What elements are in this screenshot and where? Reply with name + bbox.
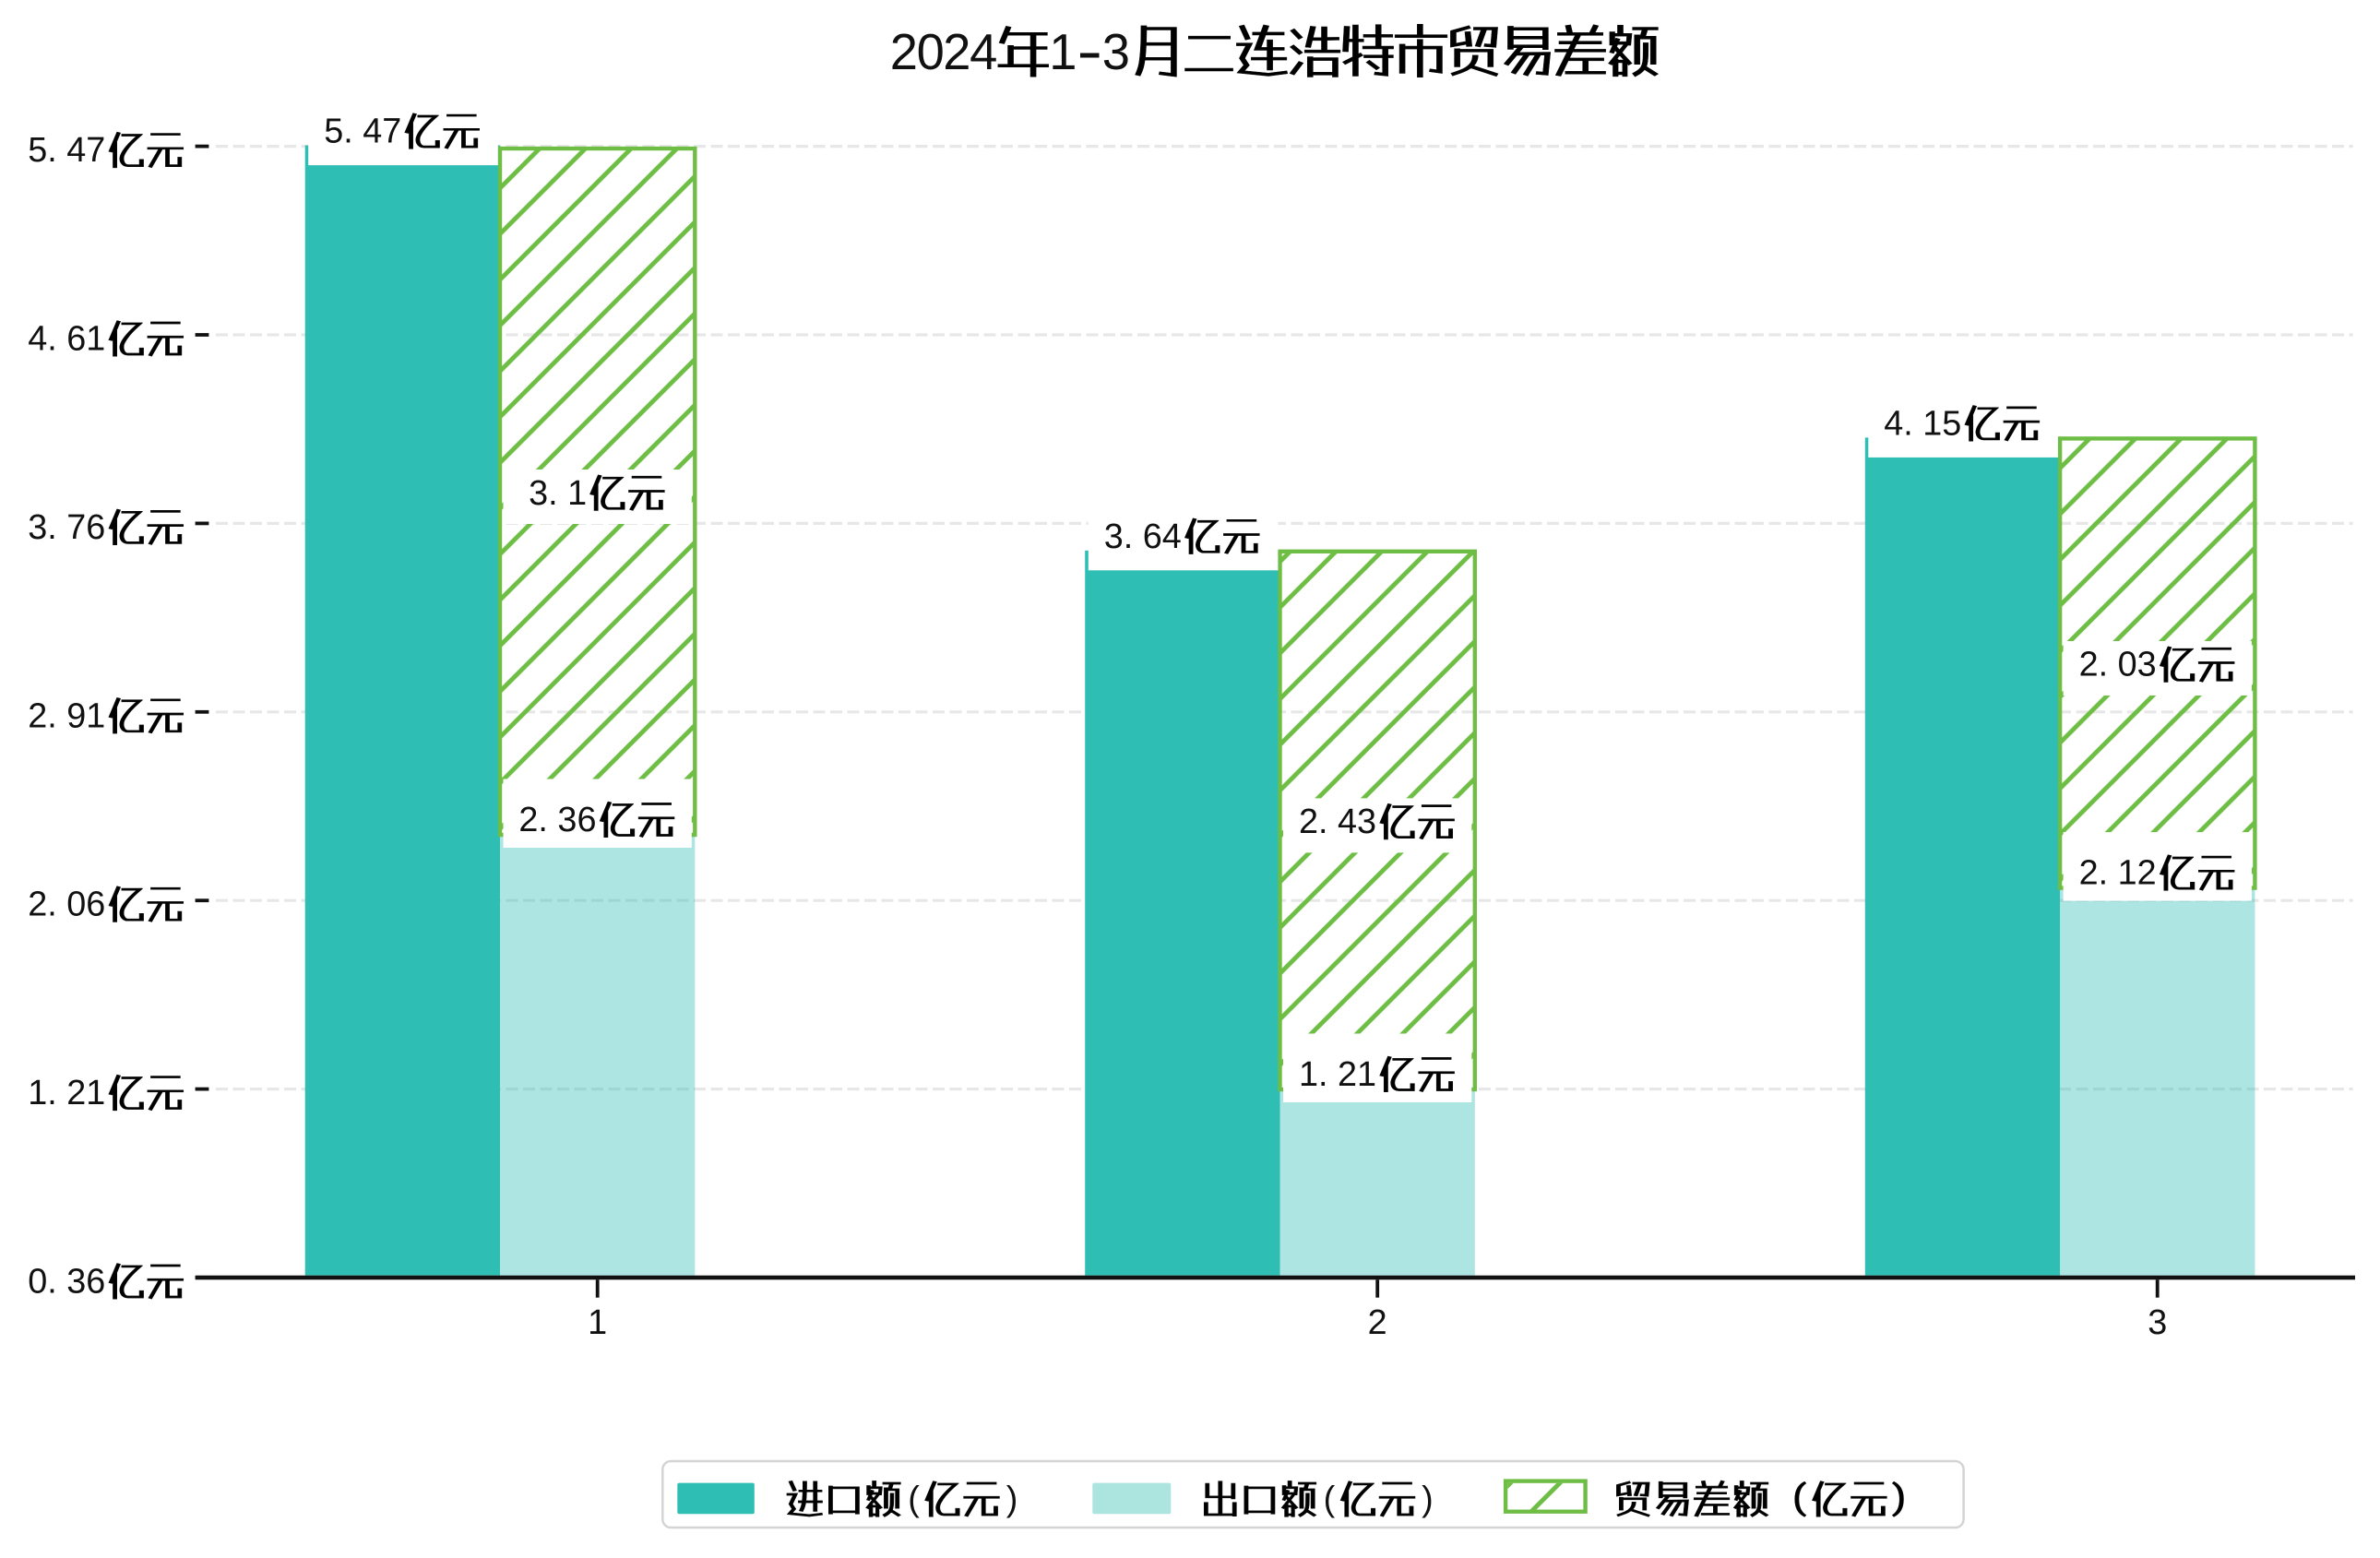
svg-text:5.47: 5. 47: [28, 131, 105, 170]
svg-text:2.06: 2. 06: [28, 886, 105, 924]
svg-text:2.03: 2. 03: [2079, 646, 2157, 684]
svg-text:1.21: 1. 21: [1299, 1055, 1376, 1094]
svg-text:5.47: 5. 47: [324, 113, 401, 151]
svg-text:2: 2: [890, 24, 918, 80]
svg-text:3.1: 3. 1: [529, 474, 587, 513]
svg-text:): ): [1006, 1481, 1018, 1519]
svg-text:0.36: 0. 36: [28, 1263, 105, 1302]
svg-text:(: (: [1324, 1481, 1336, 1519]
svg-text:2: 2: [943, 24, 970, 80]
svg-text:): ): [1422, 1481, 1434, 1519]
svg-text:0: 0: [917, 24, 945, 80]
svg-text:2: 2: [1368, 1303, 1387, 1342]
svg-text:1.21: 1. 21: [28, 1074, 105, 1112]
svg-text:3.64: 3. 64: [1104, 517, 1182, 556]
svg-text:4.61: 4. 61: [28, 320, 105, 359]
svg-text:3.76: 3. 76: [28, 508, 105, 547]
svg-text:4: 4: [970, 24, 997, 80]
svg-text:(: (: [908, 1481, 920, 1519]
svg-text:2.43: 2. 43: [1299, 803, 1376, 841]
svg-text:4.15: 4. 15: [1884, 404, 1961, 443]
svg-text:2.36: 2. 36: [518, 801, 596, 839]
svg-text:3: 3: [2148, 1303, 2167, 1342]
svg-text:3: 3: [1102, 24, 1130, 80]
svg-text:2.91: 2. 91: [28, 696, 105, 735]
svg-text:2.12: 2. 12: [2079, 854, 2157, 893]
svg-text:1: 1: [588, 1303, 607, 1342]
svg-text:1: 1: [1049, 24, 1077, 80]
